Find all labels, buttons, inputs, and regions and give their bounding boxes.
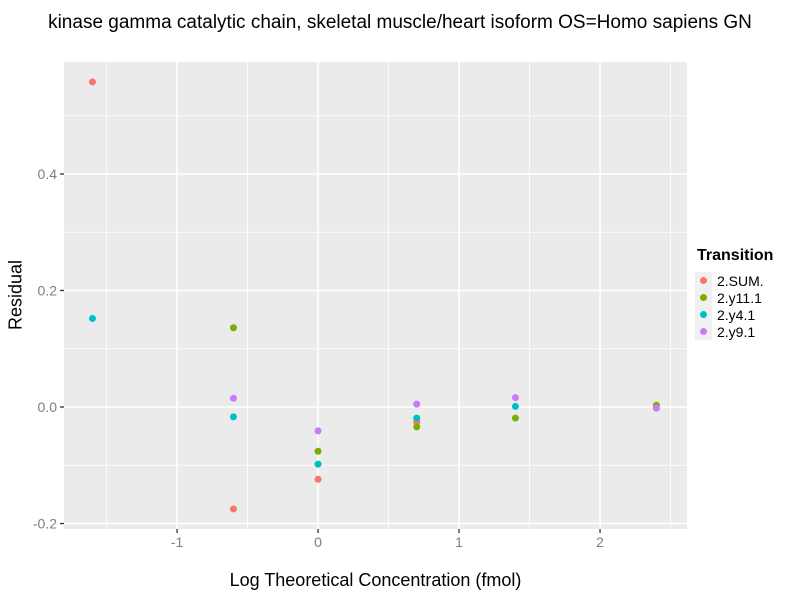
data-point [229, 505, 237, 513]
data-point [511, 414, 519, 422]
data-point [511, 394, 519, 402]
legend-dot-icon [700, 311, 707, 318]
data-point [229, 324, 237, 332]
x-tick-label: 2 [596, 534, 604, 550]
legend-label: 2.y4.1 [717, 306, 756, 323]
legend-dot-icon [700, 328, 707, 335]
data-point [413, 400, 421, 408]
y-tick-label: 0.4 [38, 166, 58, 182]
data-point [314, 460, 322, 468]
legend-key [695, 272, 712, 289]
data-point [413, 423, 421, 431]
legend-item: 2.y4.1 [695, 306, 773, 323]
plot-title: kinase gamma catalytic chain, skeletal m… [48, 12, 752, 33]
x-tick-label: 0 [314, 534, 322, 550]
legend-item: 2.SUM. [695, 272, 773, 289]
legend-dot-icon [700, 277, 707, 284]
y-tick-label: 0.0 [38, 399, 58, 415]
legend-items: 2.SUM. 2.y11.1 2.y4.1 2.y9.1 [695, 272, 773, 340]
data-point [413, 414, 421, 422]
y-tick-label: -0.2 [33, 516, 57, 532]
data-point [314, 475, 322, 483]
legend-key [695, 323, 712, 340]
legend-key [695, 306, 712, 323]
legend-label: 2.SUM. [717, 272, 764, 289]
x-axis-title: Log Theoretical Concentration (fmol) [229, 570, 522, 590]
y-tick-label: 0.2 [38, 282, 58, 298]
legend-item: 2.y9.1 [695, 323, 773, 340]
data-point [88, 314, 96, 322]
x-tick-label: -1 [171, 534, 184, 550]
legend-item: 2.y11.1 [695, 289, 773, 306]
panel-background [64, 62, 687, 529]
data-point [88, 78, 96, 86]
legend-label: 2.y9.1 [717, 323, 756, 340]
data-point [314, 447, 322, 455]
data-point [229, 413, 237, 421]
data-point [314, 427, 322, 435]
legend-key [695, 289, 712, 306]
legend-dot-icon [700, 294, 707, 301]
legend-label: 2.y11.1 [717, 289, 762, 306]
data-point [511, 402, 519, 410]
data-point [229, 394, 237, 402]
legend-title: Transition [697, 247, 774, 264]
legend: Transition 2.SUM. 2.y11.1 2.y4.1 2.y9.1 [695, 247, 773, 340]
data-point [652, 404, 660, 412]
x-tick-label: 1 [455, 534, 463, 550]
